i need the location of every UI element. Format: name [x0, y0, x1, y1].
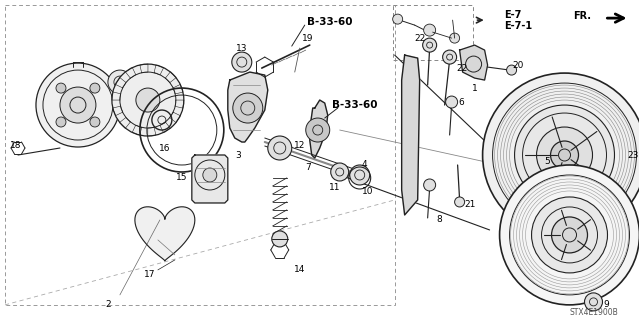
Text: 21: 21	[464, 200, 476, 210]
Polygon shape	[112, 92, 120, 100]
Text: 9: 9	[604, 300, 609, 309]
Circle shape	[56, 117, 66, 127]
Polygon shape	[154, 65, 164, 75]
Polygon shape	[125, 68, 136, 78]
Circle shape	[507, 65, 516, 75]
Text: 10: 10	[362, 188, 374, 197]
Circle shape	[454, 197, 465, 207]
Circle shape	[500, 165, 639, 305]
Text: E-7-1: E-7-1	[504, 21, 532, 31]
Circle shape	[450, 33, 460, 43]
Polygon shape	[115, 78, 126, 88]
Text: 23: 23	[627, 151, 639, 160]
Text: 18: 18	[10, 140, 22, 150]
Text: 22: 22	[456, 63, 467, 73]
Text: 4: 4	[362, 160, 367, 169]
Circle shape	[60, 87, 96, 123]
Circle shape	[136, 88, 160, 112]
Circle shape	[483, 73, 640, 237]
Polygon shape	[132, 125, 141, 135]
Polygon shape	[113, 106, 123, 116]
Polygon shape	[120, 117, 131, 128]
Text: 20: 20	[512, 61, 524, 70]
Bar	[393, 5, 472, 60]
Circle shape	[424, 24, 436, 36]
Circle shape	[443, 50, 456, 64]
Text: 2: 2	[105, 300, 111, 309]
Text: 11: 11	[329, 183, 340, 192]
Circle shape	[349, 165, 370, 185]
Polygon shape	[160, 122, 170, 132]
Text: 7: 7	[305, 164, 310, 173]
Text: 6: 6	[459, 98, 465, 107]
Circle shape	[445, 96, 458, 108]
Text: B-33-60: B-33-60	[332, 100, 378, 110]
Polygon shape	[170, 112, 180, 122]
Circle shape	[424, 179, 436, 191]
Text: 14: 14	[294, 265, 305, 274]
Text: 3: 3	[235, 151, 241, 160]
Circle shape	[536, 127, 593, 183]
Circle shape	[233, 93, 263, 123]
Circle shape	[112, 64, 184, 136]
Circle shape	[306, 118, 330, 142]
Circle shape	[393, 14, 403, 24]
Circle shape	[584, 293, 602, 311]
Polygon shape	[192, 155, 228, 203]
Polygon shape	[460, 45, 488, 80]
Polygon shape	[402, 55, 420, 215]
Circle shape	[272, 231, 288, 247]
Circle shape	[616, 171, 627, 183]
Text: 17: 17	[144, 271, 156, 279]
Circle shape	[532, 197, 607, 273]
Text: 5: 5	[545, 158, 550, 167]
Polygon shape	[175, 100, 184, 108]
Polygon shape	[173, 85, 183, 94]
Text: 22: 22	[414, 33, 425, 43]
Polygon shape	[140, 64, 148, 73]
Text: B-33-60: B-33-60	[307, 17, 353, 27]
Text: 12: 12	[294, 140, 305, 150]
Circle shape	[331, 163, 349, 181]
Text: 1: 1	[472, 84, 477, 93]
Text: E-7: E-7	[504, 10, 522, 20]
Text: 8: 8	[436, 215, 442, 225]
Circle shape	[550, 141, 579, 169]
Circle shape	[108, 70, 132, 94]
Circle shape	[422, 38, 436, 52]
Text: STX4E1900B: STX4E1900B	[570, 308, 618, 317]
Text: 19: 19	[302, 33, 314, 43]
Polygon shape	[148, 127, 156, 136]
Bar	[5, 5, 395, 305]
Circle shape	[268, 136, 292, 160]
Circle shape	[552, 217, 588, 253]
Text: 16: 16	[159, 144, 171, 152]
Circle shape	[90, 117, 100, 127]
Circle shape	[90, 83, 100, 93]
Circle shape	[515, 105, 614, 205]
Circle shape	[56, 83, 66, 93]
Text: 15: 15	[176, 174, 188, 182]
Polygon shape	[165, 72, 176, 83]
Polygon shape	[135, 207, 195, 261]
Text: 13: 13	[236, 44, 248, 53]
Polygon shape	[228, 72, 268, 142]
Circle shape	[203, 168, 217, 182]
Text: FR.: FR.	[573, 11, 591, 21]
Circle shape	[232, 52, 252, 72]
Polygon shape	[310, 100, 328, 158]
Circle shape	[36, 63, 120, 147]
